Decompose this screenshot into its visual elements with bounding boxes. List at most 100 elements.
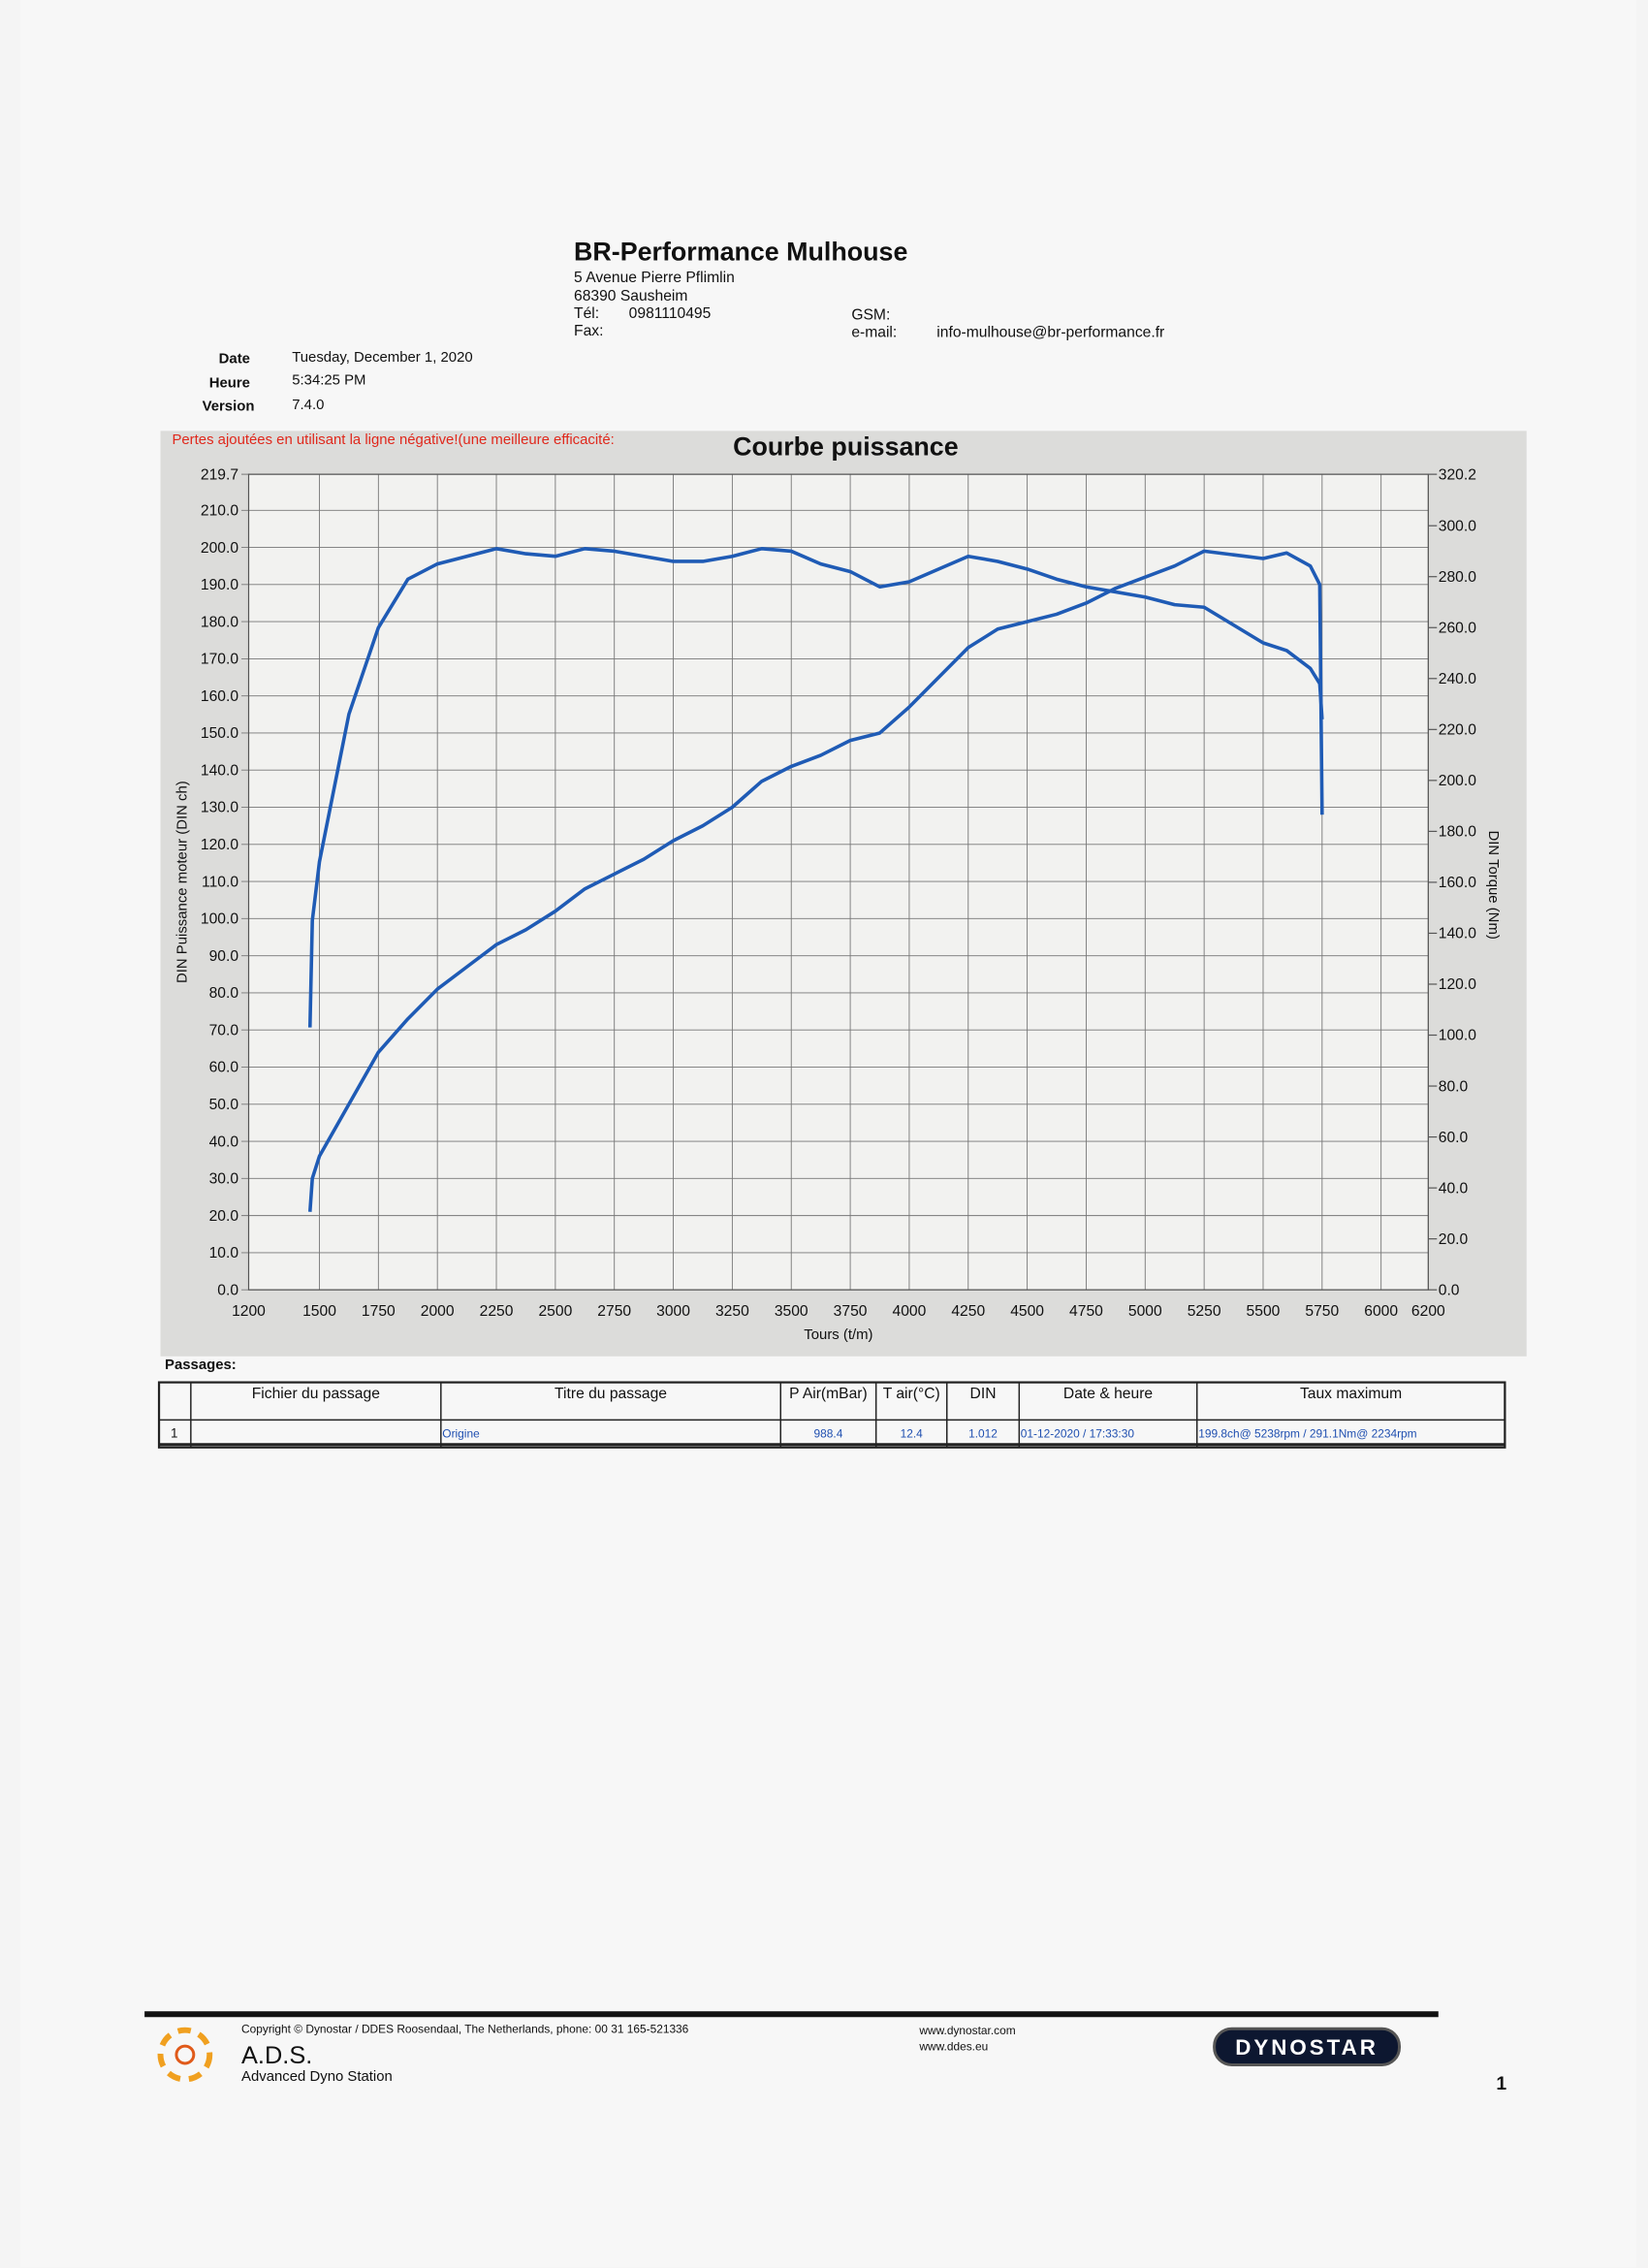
y-tick-label: 90.0 xyxy=(209,948,239,965)
x-tick-label: 3000 xyxy=(656,1303,690,1320)
company: BR-Performance Mulhouse xyxy=(574,237,907,266)
brand: A.D.S. xyxy=(241,2042,312,2069)
chart: Pertes ajoutées en utilisant la ligne né… xyxy=(160,431,1527,1357)
y-tick-label: 160.0 xyxy=(201,688,238,705)
column-header: Titre du passage xyxy=(555,1386,667,1402)
x-tick-label: 5250 xyxy=(1188,1303,1221,1320)
y2-tick-label: 60.0 xyxy=(1439,1130,1469,1146)
date: Tuesday, December 1, 2020 xyxy=(292,350,472,366)
y-tick-label: 219.7 xyxy=(201,466,238,483)
x-tick-label: 4250 xyxy=(951,1303,985,1320)
logo-mark xyxy=(157,2027,213,2083)
column-header: T air(°C) xyxy=(883,1386,940,1402)
x-tick-label: 3750 xyxy=(834,1303,868,1320)
y2-tick-label: 120.0 xyxy=(1439,976,1476,993)
y2-tick-label: 180.0 xyxy=(1439,824,1476,841)
y2-tick-label: 260.0 xyxy=(1439,620,1476,636)
y2-tick-label: 140.0 xyxy=(1439,926,1476,942)
x-tick-label: 3500 xyxy=(775,1303,808,1320)
x-tick-label: 1500 xyxy=(302,1303,336,1320)
column-header: Date & heure xyxy=(1063,1386,1153,1402)
label: GSM: xyxy=(851,307,890,324)
x-tick-label: 4750 xyxy=(1069,1303,1103,1320)
y-tick-label: 150.0 xyxy=(201,725,238,742)
url: www.dynostar.com xyxy=(918,2024,1015,2037)
y-axis-label: DIN Puissance moteur (DIN ch) xyxy=(174,781,190,983)
x-tick-label: 1750 xyxy=(362,1303,396,1320)
address: 68390 Sausheim xyxy=(574,288,687,304)
y-tick-label: 60.0 xyxy=(209,1060,239,1076)
y2-tick-label: 80.0 xyxy=(1439,1078,1469,1095)
data-line xyxy=(307,549,1324,1212)
x-tick-label: 6200 xyxy=(1411,1303,1445,1320)
x-tick-label: 5000 xyxy=(1128,1303,1162,1320)
ads-logo xyxy=(157,2027,213,2083)
time: 5:34:25 PM xyxy=(292,373,365,389)
y-tick-label: 10.0 xyxy=(209,1245,239,1262)
y-tick-label: 120.0 xyxy=(201,837,238,853)
column-header: Taux maximum xyxy=(1300,1386,1402,1402)
chart-title: Courbe puissance xyxy=(733,432,959,462)
row-index: 1 xyxy=(171,1425,177,1440)
y2-tick-label: 0.0 xyxy=(1439,1282,1460,1298)
label: Fax: xyxy=(574,323,603,339)
table-cell: 199.8ch@ 5238rpm / 291.1Nm@ 2234rpm xyxy=(1198,1426,1416,1440)
dynostar-logo xyxy=(1213,2027,1401,2066)
y-tick-label: 170.0 xyxy=(201,652,238,668)
label: Version xyxy=(203,399,255,415)
column-header: P Air(mBar) xyxy=(789,1386,868,1402)
y-tick-label: 70.0 xyxy=(209,1022,239,1038)
y2-tick-label: 320.2 xyxy=(1439,466,1476,483)
y-tick-label: 130.0 xyxy=(201,800,238,816)
y-tick-label: 200.0 xyxy=(201,540,238,557)
x-tick-label: 6000 xyxy=(1364,1303,1398,1320)
x-tick-label: 4000 xyxy=(893,1303,927,1320)
logo-mark xyxy=(174,2044,196,2065)
y-tick-label: 50.0 xyxy=(209,1097,239,1113)
x-axis-label: Tours (t/m) xyxy=(804,1327,872,1343)
phone: 0981110495 xyxy=(629,305,712,322)
x-tick-label: 2250 xyxy=(480,1303,514,1320)
label: Tél: xyxy=(574,305,599,322)
y-tick-label: 40.0 xyxy=(209,1134,239,1150)
table-border xyxy=(157,1381,1506,1449)
table: Fichier du passage Titre du passage P Air(… xyxy=(157,1381,1506,1449)
y2-tick-label: 40.0 xyxy=(1439,1180,1469,1197)
y2-tick-label: 20.0 xyxy=(1439,1231,1469,1248)
y-tick-label: 140.0 xyxy=(201,762,238,779)
table-cell: 12.4 xyxy=(901,1426,924,1440)
y2-tick-label: 100.0 xyxy=(1439,1028,1476,1044)
label: Date xyxy=(219,351,250,367)
data-line xyxy=(307,547,1324,1028)
y2-tick-label: 200.0 xyxy=(1439,773,1476,789)
x-tick-label: 2750 xyxy=(597,1303,631,1320)
x-tick-label: 4500 xyxy=(1010,1303,1044,1320)
y2-tick-label: 240.0 xyxy=(1439,671,1476,687)
table-cell: 01-12-2020 / 17:33:30 xyxy=(1021,1426,1135,1440)
y-tick-label: 180.0 xyxy=(201,614,238,630)
table-cell: Origine xyxy=(442,1426,480,1440)
y-tick-label: 100.0 xyxy=(201,911,238,928)
table-cell: 1.012 xyxy=(968,1426,998,1440)
y-tick-label: 20.0 xyxy=(209,1208,239,1225)
x-tick-label: 5750 xyxy=(1305,1303,1339,1320)
x-tick-label: 2500 xyxy=(538,1303,572,1320)
plot-frame xyxy=(247,473,1429,1291)
x-tick-label: 3250 xyxy=(715,1303,749,1320)
x-tick-label: 2000 xyxy=(421,1303,455,1320)
x-tick-label: 5500 xyxy=(1247,1303,1281,1320)
label: Heure xyxy=(209,376,250,392)
column-header: Fichier du passage xyxy=(252,1386,380,1402)
y-tick-label: 110.0 xyxy=(202,874,238,890)
version: 7.4.0 xyxy=(292,398,324,413)
y-tick-label: 190.0 xyxy=(201,577,238,593)
x-tick-label: 1200 xyxy=(232,1303,266,1320)
y-tick-label: 30.0 xyxy=(209,1171,239,1188)
y-tick-label: 80.0 xyxy=(209,985,239,1002)
y-tick-label: 0.0 xyxy=(217,1282,238,1298)
annotation: Pertes ajoutées en utilisant la ligne né… xyxy=(172,432,614,448)
y2-tick-label: 280.0 xyxy=(1439,569,1476,586)
page-number: 1 xyxy=(1496,2073,1506,2094)
